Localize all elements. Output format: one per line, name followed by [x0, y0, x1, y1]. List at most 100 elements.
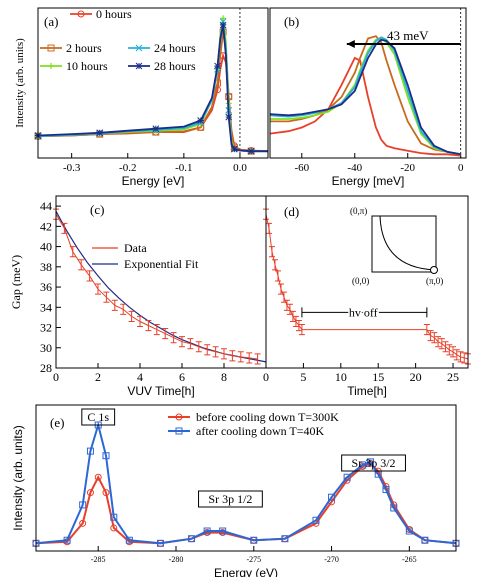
error-bar: [461, 352, 468, 364]
error-bar: [246, 352, 253, 364]
error-bar: [427, 330, 434, 342]
panel-b-x-tick-label: -40: [347, 162, 362, 174]
error-bar: [274, 270, 281, 282]
panel-c-y-tick-label: 30: [40, 341, 52, 355]
legend-entry-a: 0 hours: [70, 7, 132, 21]
error-bar: [95, 283, 101, 295]
panel-c-y-tick-label: 38: [40, 260, 52, 274]
peak-label: Sr 3p 3/2: [352, 456, 396, 470]
panel-d-x-tick-label: 5: [300, 370, 306, 384]
panel-a-x-tick-label: -0.2: [119, 162, 136, 174]
panel-a-frame: [37, 7, 269, 159]
data-point: [203, 527, 211, 535]
error-bar: [237, 351, 244, 363]
legend-label: 2 hours: [66, 41, 102, 55]
error-bar: [442, 341, 449, 353]
legend-marker: [47, 44, 55, 52]
data-point: [63, 536, 71, 544]
data-point: [421, 536, 429, 544]
error-bar: [271, 259, 278, 271]
error-bar: [170, 332, 177, 344]
panel-b-frame: [269, 7, 467, 159]
error-bar: [438, 338, 445, 350]
peak-label: C 1s: [87, 410, 109, 424]
error-bar: [292, 315, 299, 328]
panel-c-y-tick-label: 34: [40, 300, 52, 314]
panel-e-x-tick-label: -275: [246, 555, 261, 564]
hv-off-bracket: [301, 307, 428, 318]
legend-marker: [175, 427, 183, 435]
error-bar: [450, 346, 457, 358]
inset-label-bottom-left: (0,0): [352, 276, 369, 286]
panel-c-xlabel: VUV Time[h]: [127, 384, 194, 398]
error-bar: [457, 351, 464, 363]
legend-label: 24 hours: [154, 41, 196, 55]
panel-b-x-tick-label: -60: [294, 162, 309, 174]
legend-marker: [135, 44, 143, 52]
series-line: [269, 56, 461, 157]
antinode-marker: [430, 266, 438, 274]
data-point: [102, 452, 110, 460]
data-point: [214, 62, 221, 70]
panel-d-x-tick-label: 25: [447, 370, 459, 384]
panel-c-label: (c): [90, 202, 104, 217]
data-point: [359, 461, 367, 469]
hv-off-label: hv off: [349, 305, 378, 319]
panel-c-y-tick-label: 44: [40, 199, 52, 213]
error-bar: [229, 350, 236, 362]
error-bar: [265, 222, 272, 234]
error-bar: [69, 246, 76, 258]
data-point: [405, 527, 413, 535]
panel-c-y-tick-label: 32: [40, 321, 52, 335]
panel-c-x-tick-label: 6: [179, 370, 185, 384]
panel-c-y-tick-label: 40: [40, 240, 52, 254]
fermi-surface-arc: [379, 215, 437, 271]
peak-label-box: [341, 454, 406, 472]
legend-label: 10 hours: [66, 59, 108, 73]
error-bar: [298, 323, 305, 336]
legend-marker: [175, 413, 183, 421]
series-line: [269, 38, 461, 156]
panel-e-x-tick-label: -270: [324, 555, 339, 564]
panel-e-x-tick-label: -265: [402, 555, 417, 564]
panel-e-label: (e): [50, 415, 64, 430]
panel-a-ylabel: Intensity (arb. units): [14, 38, 26, 128]
legend-marker: [135, 62, 143, 70]
panel-b: -60 -40 -20 0 (b) 43 meV Energy [meV]: [269, 8, 464, 188]
panel-c-y-tick-label: 36: [40, 280, 52, 294]
panel-a-x-tick-label: 0.0: [233, 162, 247, 174]
data-point: [86, 447, 94, 455]
error-bar: [86, 270, 93, 282]
error-bar: [103, 291, 110, 303]
data-point: [110, 513, 118, 521]
panel-e: -285 -280 -275 -270 -265 (e) C 1s Sr 3p 1/2 Sr 3…: [11, 408, 460, 577]
data-point: [220, 15, 227, 22]
legend-label: 0 hours: [96, 7, 132, 21]
panel-c-ylabel: Gap (meV): [9, 255, 23, 309]
legend-marker: [48, 63, 54, 69]
error-bar: [221, 348, 227, 360]
error-bar: [268, 246, 275, 258]
data-point: [382, 486, 390, 494]
data-point: [96, 129, 104, 137]
error-bar: [254, 353, 261, 365]
data-point: [188, 535, 196, 543]
error-bar: [179, 336, 185, 348]
data-point: [94, 473, 102, 481]
series-line: [269, 36, 461, 156]
error-bar: [204, 344, 211, 356]
legend-label: after cooling down T=40K: [196, 424, 325, 438]
inset-label-bottom-right: (π,0): [426, 276, 443, 286]
error-bar: [435, 336, 442, 348]
panel-d-x-tick-label: 0: [263, 370, 269, 384]
data-point: [102, 489, 110, 497]
brillouin-zone-inset: [371, 215, 437, 273]
legend-entry-a: 10 hours: [40, 59, 108, 73]
panel-c-y-tick-label: 28: [40, 361, 52, 375]
legend-label: 28 hours: [154, 59, 196, 73]
data-point: [247, 147, 255, 155]
panel-a-x-tick-label: -0.3: [63, 162, 81, 174]
data-point: [219, 21, 227, 29]
panel-b-x-tick-label: -20: [400, 162, 415, 174]
